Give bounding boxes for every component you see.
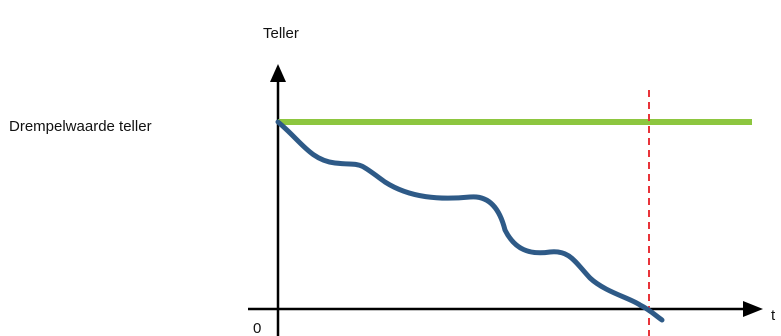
x-axis-arrowhead: [743, 301, 763, 317]
counter-curve: [275, 119, 665, 323]
threshold-label: Drempelwaarde teller: [9, 118, 152, 135]
y-axis-arrowhead: [270, 64, 286, 82]
origin-label: 0: [253, 320, 261, 336]
x-axis-label: t: [771, 307, 776, 324]
y-axis-label: Teller: [263, 25, 299, 42]
